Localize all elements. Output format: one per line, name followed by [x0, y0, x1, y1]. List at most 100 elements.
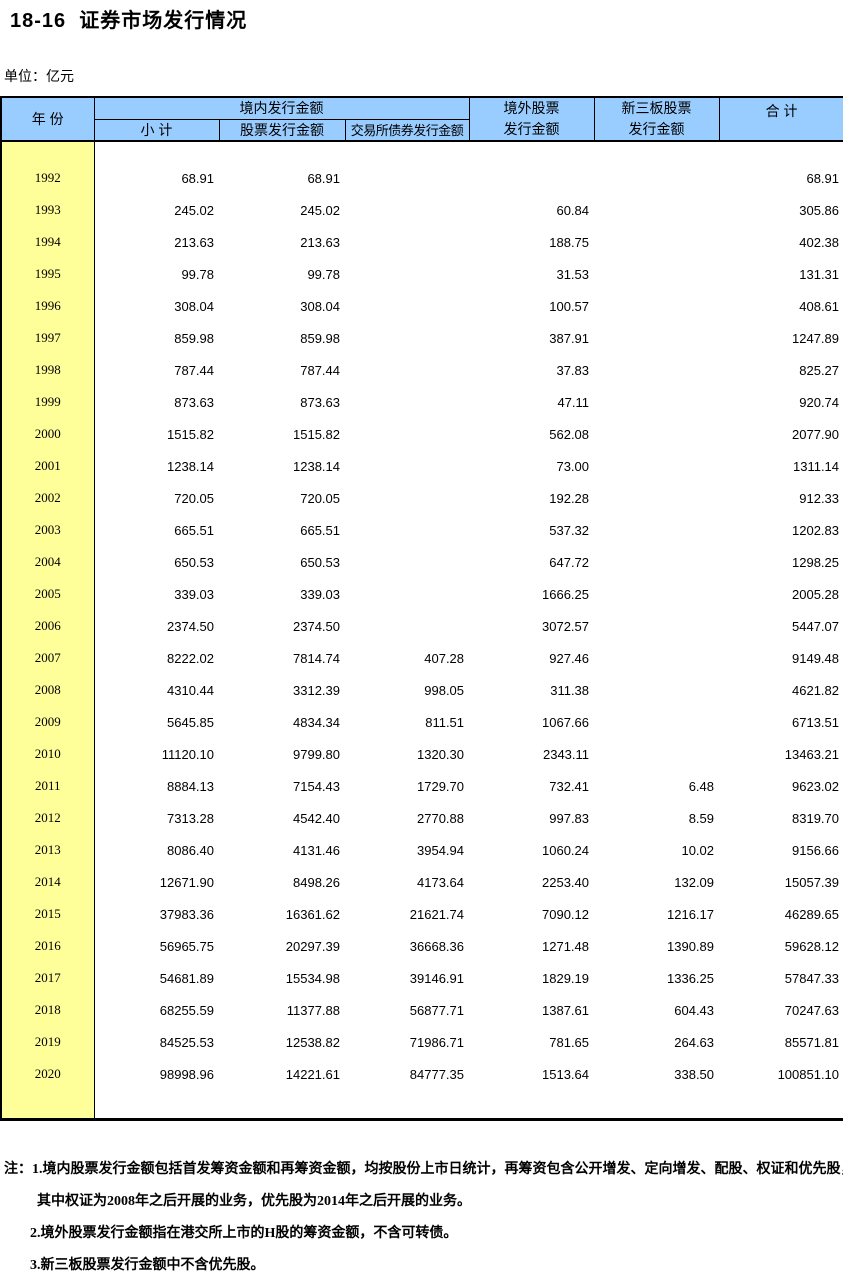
neeq-cell: [594, 418, 719, 450]
stock-cell: 245.02: [300, 202, 340, 218]
overseas-cell: 1387.61: [542, 1002, 590, 1018]
table-row-2011: 2011 8884.13 7154.43 1729.70 732.41 6.48 9623.…: [1, 770, 843, 802]
overseas-cell: 47.11: [557, 394, 590, 410]
subtotal-cell: 859.98: [174, 330, 214, 346]
subtotal-cell: 339.03: [174, 586, 214, 602]
empty-cell: [594, 1090, 720, 1121]
table-row-2009: 2009 5645.85 4834.34 811.51 1067.66 6713.51: [1, 706, 843, 738]
table-row-2018: 2018 68255.59 11377.88 56877.71 1387.61 604.4…: [1, 994, 843, 1026]
neeq-cell: [594, 642, 719, 674]
neeq-cell: 604.43: [674, 1002, 715, 1018]
empty-cell: [719, 141, 843, 162]
bond-cell: 39146.91: [409, 970, 465, 986]
stock-cell: 15534.98: [285, 970, 340, 986]
neeq-cell: [594, 322, 719, 354]
empty-cell: [94, 1090, 219, 1121]
subtotal-cell: 650.53: [174, 554, 214, 570]
bond-cell: [345, 354, 469, 386]
overseas-cell: 192.28: [549, 490, 590, 506]
bond-cell: 4173.64: [417, 874, 465, 890]
stock-cell: 16361.62: [285, 906, 340, 922]
header-stock: 股票发行金额: [218, 118, 346, 142]
total-cell: 912.33: [799, 490, 840, 506]
header-year: 年 份: [0, 96, 95, 142]
subtotal-cell: 7313.28: [167, 810, 214, 826]
empty-cell: [219, 1090, 345, 1121]
table-row-1998: 1998 787.44 787.44 37.83 825.27: [1, 354, 843, 386]
overseas-cell: 537.32: [549, 522, 590, 538]
neeq-cell: 1336.25: [667, 970, 715, 986]
overseas-cell: 1666.25: [542, 586, 590, 602]
securities-issuance-table: 年 份 境内发行金额 境外股票 发行金额 新三板股票 发行金额 合 计 小 计 股票…: [0, 96, 843, 1121]
stock-cell: 99.78: [307, 266, 340, 282]
page-title: 18-16 证券市场发行情况: [10, 10, 248, 32]
notes: 注：1.境内股票发行金额包括首发筹资金额和再筹资金额，均按股份上市日统计，再筹资…: [0, 1154, 843, 1282]
table-row-2000: 2000 1515.82 1515.82 562.08 2077.90: [1, 418, 843, 450]
total-cell: 70247.63: [784, 1002, 840, 1018]
subtotal-cell: 99.78: [181, 266, 214, 282]
table-row-1992: 1992 68.91 68.91 68.91: [1, 162, 843, 194]
header-row-2: 小 计 股票发行金额 交易所债券发行金额: [1, 118, 843, 142]
year-cell: 2002: [1, 482, 95, 514]
year-cell: 2006: [1, 610, 95, 642]
overseas-cell: 311.38: [550, 682, 590, 698]
overseas-cell: 1060.24: [542, 842, 590, 858]
overseas-cell: 647.72: [549, 554, 590, 570]
overseas-cell: 188.75: [549, 234, 590, 250]
neeq-cell: [594, 610, 719, 642]
bond-cell: [345, 418, 469, 450]
bond-cell: 3954.94: [417, 842, 465, 858]
empty-cell: [345, 1090, 470, 1121]
overseas-cell: 1829.19: [542, 970, 590, 986]
stock-cell: 7154.43: [293, 778, 340, 794]
empty-cell: [94, 141, 219, 162]
year-cell: 1999: [1, 386, 95, 418]
stock-cell: 3312.39: [293, 682, 340, 698]
subtotal-cell: 5645.85: [167, 714, 214, 730]
bond-cell: [345, 226, 469, 258]
table-body: 1992 68.91 68.91 68.91 1993 245.02 245.02 60.84…: [1, 141, 843, 1121]
year-cell: 2008: [1, 674, 95, 706]
subtotal-cell: 11120.10: [161, 746, 214, 762]
year-cell: 2020: [1, 1058, 95, 1090]
total-cell: 46289.65: [784, 906, 840, 922]
overseas-cell: 1067.66: [542, 714, 590, 730]
empty-cell: [469, 1090, 595, 1121]
year-cell: 2004: [1, 546, 95, 578]
table-row-2016: 2016 56965.75 20297.39 36668.36 1271.48 1390.…: [1, 930, 843, 962]
note-line-3: 2.境外股票发行金额指在港交所上市的H股的筹资金额，不含可转债。: [30, 1226, 458, 1241]
bond-cell: [345, 194, 469, 226]
total-cell: 131.31: [799, 266, 840, 282]
bond-cell: 36668.36: [409, 938, 465, 954]
header-domestic-group: 境内发行金额: [93, 96, 470, 120]
subtotal-cell: 84525.53: [159, 1034, 214, 1050]
bond-cell: [345, 290, 469, 322]
neeq-cell: 338.50: [674, 1066, 715, 1082]
stock-cell: 4542.40: [293, 810, 340, 826]
year-cell: 2003: [1, 514, 95, 546]
subtotal-cell: 1238.14: [167, 458, 214, 474]
total-cell: 2005.28: [792, 586, 840, 602]
year-cell: 2000: [1, 418, 95, 450]
empty-cell: [719, 1090, 843, 1121]
total-cell: 68.91: [806, 170, 840, 186]
year-cell: 2007: [1, 642, 95, 674]
table-row-2001: 2001 1238.14 1238.14 73.00 1311.14: [1, 450, 843, 482]
stock-cell: 4131.46: [293, 842, 340, 858]
year-cell: 2014: [1, 866, 95, 898]
subtotal-cell: 54681.89: [159, 970, 214, 986]
year-cell: 2016: [1, 930, 95, 962]
bond-cell: [345, 610, 469, 642]
neeq-cell: [594, 514, 719, 546]
bond-cell: [345, 258, 469, 290]
subtotal-cell: 12671.90: [159, 874, 214, 890]
total-cell: 5447.07: [792, 618, 840, 634]
subtotal-cell: 37983.36: [159, 906, 214, 922]
neeq-cell: 6.48: [688, 778, 715, 794]
table-row-2012: 2012 7313.28 4542.40 2770.88 997.83 8.59 8319.…: [1, 802, 843, 834]
total-cell: 15057.39: [784, 874, 840, 890]
bond-cell: 998.05: [424, 682, 465, 698]
year-cell: 2010: [1, 738, 95, 770]
neeq-cell: [594, 194, 719, 226]
subtotal-cell: 720.05: [174, 490, 214, 506]
